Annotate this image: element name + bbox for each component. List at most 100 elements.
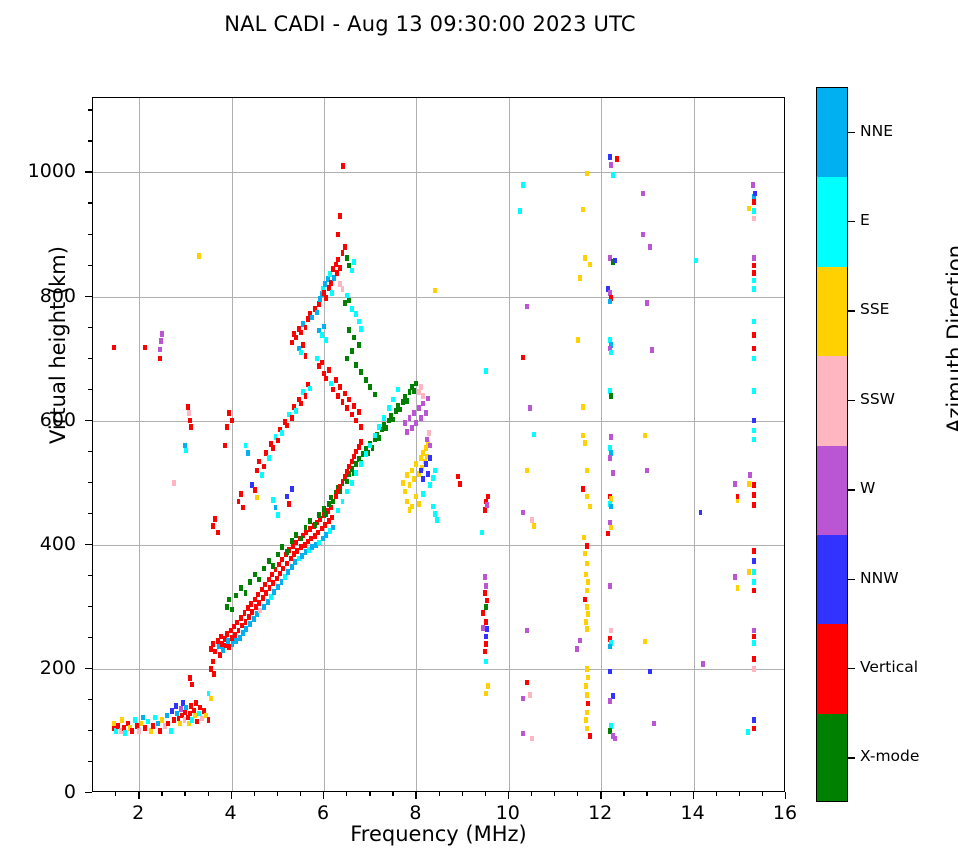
data-marker — [295, 548, 300, 554]
data-marker — [585, 560, 590, 567]
data-marker — [221, 647, 226, 654]
data-marker — [751, 579, 756, 585]
colorbar-label-w: W — [860, 479, 876, 498]
colorbar-segment-sse — [817, 266, 847, 357]
data-marker — [280, 430, 285, 436]
data-marker — [584, 716, 589, 723]
data-marker — [585, 692, 590, 698]
y-tick-label: 400 — [39, 532, 76, 555]
x-tick-minor — [577, 792, 579, 796]
data-marker — [609, 295, 614, 301]
data-marker — [751, 627, 756, 634]
data-marker — [111, 725, 116, 731]
data-marker — [421, 476, 426, 482]
data-marker — [335, 256, 340, 263]
data-marker — [356, 443, 361, 450]
data-marker — [751, 633, 756, 640]
data-marker — [427, 430, 432, 436]
data-marker — [342, 244, 347, 250]
data-marker — [309, 535, 314, 542]
data-marker — [751, 417, 756, 424]
y-tick-minor — [88, 264, 92, 266]
data-marker — [241, 630, 246, 636]
data-marker — [525, 467, 530, 474]
data-marker — [187, 720, 192, 727]
data-marker — [430, 503, 435, 510]
data-marker — [317, 539, 322, 546]
data-marker — [224, 642, 228, 649]
x-tick — [230, 792, 232, 799]
data-marker — [352, 334, 356, 341]
data-marker — [199, 715, 204, 722]
data-marker — [608, 455, 613, 461]
data-marker — [261, 463, 266, 470]
data-marker — [419, 455, 423, 461]
data-marker — [483, 633, 488, 640]
data-marker — [735, 585, 740, 591]
y-tick-minor — [88, 388, 92, 391]
colorbar-tick — [848, 131, 855, 134]
data-marker — [229, 417, 234, 424]
colorbar-segment-vertical — [817, 624, 847, 714]
data-marker — [116, 723, 121, 729]
gridline-v — [693, 98, 695, 791]
data-marker — [194, 718, 199, 725]
data-marker — [241, 504, 246, 511]
data-marker — [650, 347, 654, 353]
data-marker — [750, 182, 755, 188]
data-marker — [347, 262, 352, 269]
data-marker — [322, 522, 327, 528]
data-marker — [746, 729, 751, 735]
data-marker — [609, 627, 614, 634]
data-marker — [585, 493, 590, 500]
x-tick-minor — [761, 792, 764, 796]
data-marker — [377, 424, 382, 430]
data-marker — [327, 271, 332, 278]
y-tick — [85, 792, 92, 794]
data-marker — [281, 565, 286, 572]
data-marker — [318, 296, 323, 302]
data-marker — [609, 723, 614, 729]
data-marker — [312, 306, 317, 312]
data-marker — [340, 399, 345, 405]
data-marker — [393, 407, 398, 414]
data-marker — [206, 716, 211, 723]
data-marker — [266, 455, 271, 461]
data-marker — [349, 411, 354, 418]
data-marker — [250, 609, 255, 615]
colorbar-label-x-mode: X-mode — [860, 747, 920, 766]
data-marker — [354, 448, 359, 455]
data-marker — [289, 564, 294, 570]
data-marker — [164, 712, 169, 719]
x-tick-label: 4 — [224, 802, 237, 824]
data-marker — [130, 728, 135, 734]
x-tick-minor — [161, 792, 163, 796]
gridline-v — [139, 98, 141, 791]
x-tick — [692, 792, 694, 799]
data-marker — [425, 395, 430, 402]
data-marker — [227, 410, 232, 417]
data-marker — [432, 510, 437, 517]
data-marker — [583, 440, 587, 446]
data-marker — [257, 600, 262, 606]
data-marker — [356, 456, 361, 462]
x-tick-minor — [554, 792, 556, 796]
data-marker — [169, 708, 174, 714]
data-marker — [486, 493, 490, 500]
data-marker — [751, 492, 756, 498]
gridline-v — [508, 98, 510, 791]
data-marker — [216, 643, 221, 650]
data-marker — [181, 700, 186, 706]
data-marker — [294, 407, 299, 414]
x-axis-title: Frequency (MHz) — [350, 822, 527, 846]
data-marker — [158, 355, 162, 362]
data-marker — [316, 529, 321, 536]
data-marker — [326, 501, 331, 507]
data-marker — [751, 332, 756, 338]
data-marker — [391, 396, 396, 403]
data-marker — [609, 640, 614, 646]
data-marker — [520, 509, 525, 516]
data-marker — [751, 355, 756, 362]
data-marker — [326, 518, 331, 524]
data-marker — [259, 586, 264, 593]
